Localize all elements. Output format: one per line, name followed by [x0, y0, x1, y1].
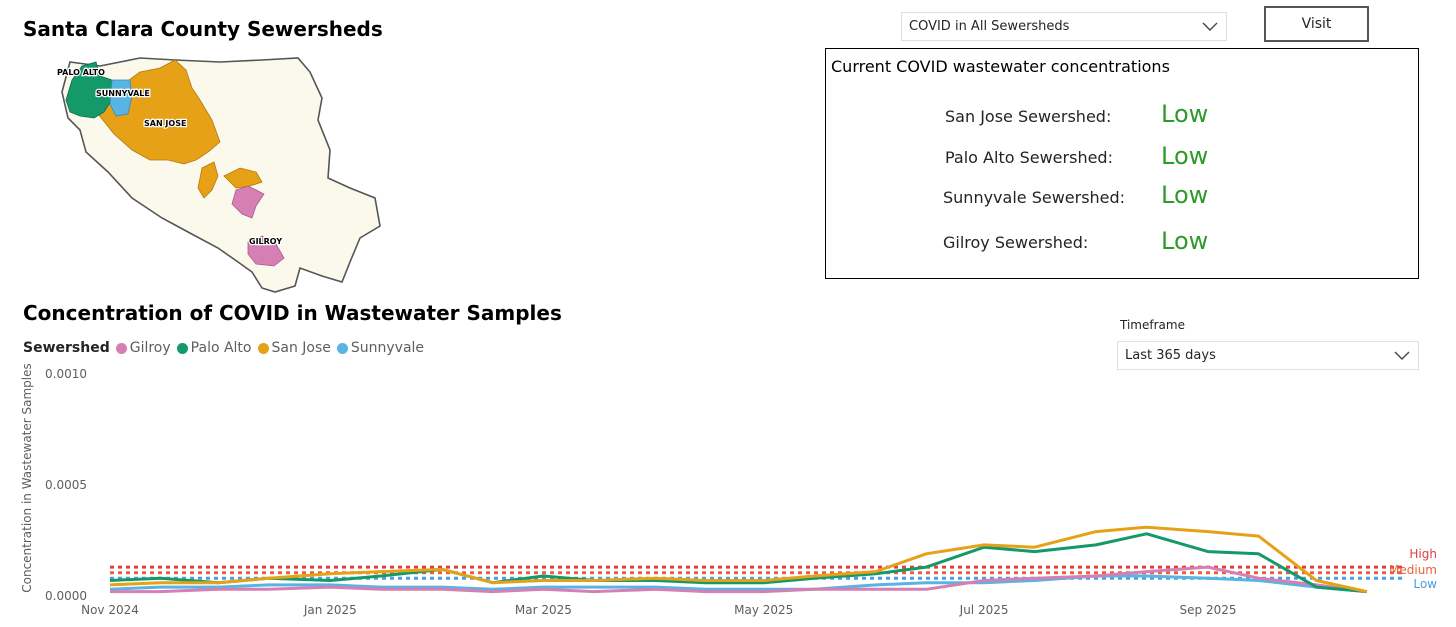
legend-label-gilroy: Gilroy: [129, 340, 171, 356]
san-jose-map-label: SAN JOSE: [144, 119, 186, 128]
threshold-label-low: Low: [1413, 577, 1437, 591]
status-value-gilroy: Low: [1161, 227, 1209, 255]
status-panel: [825, 48, 1419, 279]
x-tick-label: Nov 2024: [81, 603, 139, 617]
legend-item-sunnyvale[interactable]: Sunnyvale: [336, 340, 425, 356]
y-tick-label: 0.0000: [45, 589, 87, 603]
legend-dot-gilroy: [115, 342, 127, 354]
status-title: Current COVID wastewater concentrations: [831, 57, 1170, 76]
visit-button-label: Visit: [1301, 16, 1332, 32]
sewershed-dropdown-value: COVID in All Sewersheds: [909, 19, 1070, 34]
x-tick-label: Sep 2025: [1180, 603, 1237, 617]
x-tick-label: May 2025: [734, 603, 793, 617]
concentration-line-chart: Concentration in Wastewater Samples 0.00…: [20, 363, 1437, 617]
legend-title: Sewershed: [23, 340, 110, 356]
x-tick-label: Jan 2025: [303, 603, 357, 617]
legend-dot-sunnyvale: [336, 342, 348, 354]
legend-dot-palo-alto: [176, 342, 188, 354]
map-title: Santa Clara County Sewersheds: [23, 17, 383, 41]
sunnyvale-map-label: SUNNYVALE: [96, 89, 150, 98]
gilroy-region: [247, 235, 285, 267]
y-tick-label: 0.0010: [45, 367, 87, 381]
series-line-san-jose: [109, 525, 1368, 594]
gilroy-map-label: GILROY: [249, 237, 282, 246]
series-line-palo-alto: [109, 532, 1368, 594]
legend-item-san-jose[interactable]: San Jose: [257, 340, 331, 356]
threshold-label-high: High: [1409, 547, 1437, 561]
sunnyvale-region: [109, 79, 133, 117]
san-jose-east-region: [197, 161, 219, 199]
palo-alto-map-label: PALO ALTO: [57, 68, 105, 77]
x-tick-label: Jul 2025: [959, 603, 1009, 617]
legend-dot-san-jose: [257, 342, 269, 354]
chart-title: Concentration of COVID in Wastewater Sam…: [23, 301, 562, 325]
y-axis-label: Concentration in Wastewater Samples: [20, 363, 34, 593]
legend-label-sunnyvale: Sunnyvale: [350, 340, 425, 356]
legend-label-san-jose: San Jose: [271, 340, 331, 356]
status-value-san-jose: Low: [1161, 100, 1209, 128]
legend-label-palo-alto: Palo Alto: [190, 340, 252, 356]
threshold-label-medium: Medium: [1389, 563, 1437, 577]
timeframe-dropdown-value: Last 365 days: [1125, 348, 1216, 363]
status-label-sunnyvale: Sunnyvale Sewershed:: [943, 188, 1126, 207]
status-value-sunnyvale: Low: [1161, 181, 1209, 209]
chevron-down-icon: [1202, 22, 1218, 31]
sewershed-dropdown[interactable]: COVID in All Sewersheds: [901, 12, 1227, 41]
timeframe-dropdown[interactable]: Last 365 days: [1117, 341, 1419, 370]
status-label-palo-alto: Palo Alto Sewershed:: [945, 148, 1113, 167]
status-label-gilroy: Gilroy Sewershed:: [943, 233, 1089, 252]
sewershed-map: PALO ALTO SUNNYVALE SAN JOSE GILROY: [56, 57, 381, 293]
status-value-palo-alto: Low: [1161, 142, 1209, 170]
gilroy-north-region: [231, 185, 265, 219]
series-line-gilroy: [110, 565, 1368, 594]
visit-button[interactable]: Visit: [1264, 6, 1369, 42]
y-tick-label: 0.0005: [45, 478, 87, 492]
chevron-down-icon: [1394, 351, 1410, 360]
x-tick-label: Mar 2025: [515, 603, 572, 617]
san-jose-south-region: [223, 167, 263, 189]
timeframe-label: Timeframe: [1120, 318, 1185, 332]
status-label-san-jose: San Jose Sewershed:: [945, 107, 1112, 126]
legend-item-gilroy[interactable]: Gilroy: [115, 340, 171, 356]
legend-item-palo-alto[interactable]: Palo Alto: [176, 340, 252, 356]
chart-legend: Sewershed Gilroy Palo Alto San Jose Sunn…: [23, 340, 430, 356]
series-line-sunnyvale: [109, 574, 1368, 594]
